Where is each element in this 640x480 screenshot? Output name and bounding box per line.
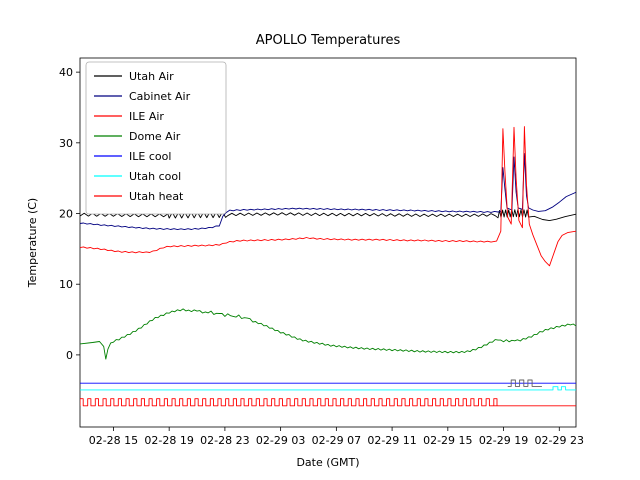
legend-item-ile-air: ILE Air bbox=[94, 110, 164, 123]
legend-item-utah-cool: Utah cool bbox=[94, 170, 181, 183]
x-tick-label: 02-29 03 bbox=[256, 434, 305, 447]
series-utah-air bbox=[80, 209, 576, 222]
series-status-steps bbox=[507, 379, 542, 387]
chart-title: APOLLO Temperatures bbox=[256, 33, 401, 48]
y-tick-label: 0 bbox=[66, 349, 73, 362]
legend-label-utah-heat: Utah heat bbox=[129, 190, 184, 203]
y-tick-label: 10 bbox=[59, 278, 73, 291]
x-tick-label: 02-28 23 bbox=[200, 434, 249, 447]
legend-label-utah-air: Utah Air bbox=[129, 70, 174, 83]
legend-item-cabinet-air: Cabinet Air bbox=[94, 90, 191, 103]
x-tick-label: 02-28 19 bbox=[144, 434, 193, 447]
legend-label-utah-cool: Utah cool bbox=[129, 170, 181, 183]
x-axis-label: Date (GMT) bbox=[296, 456, 359, 469]
series-dome-air bbox=[80, 308, 576, 360]
legend-label-dome-air: Dome Air bbox=[129, 130, 181, 143]
legend-label-ile-air: ILE Air bbox=[129, 110, 164, 123]
series-utah-cool bbox=[80, 386, 576, 391]
legend-item-utah-air: Utah Air bbox=[94, 70, 174, 83]
x-tick-label: 02-29 07 bbox=[312, 434, 361, 447]
legend-item-dome-air: Dome Air bbox=[94, 130, 181, 143]
legend-label-cabinet-air: Cabinet Air bbox=[129, 90, 191, 103]
series-utah-heat bbox=[80, 398, 576, 407]
series-cabinet-air bbox=[80, 152, 576, 231]
x-tick-label: 02-29 23 bbox=[535, 434, 584, 447]
x-tick-label: 02-29 15 bbox=[423, 434, 472, 447]
x-tick-label: 02-29 19 bbox=[479, 434, 528, 447]
y-tick-label: 20 bbox=[59, 208, 73, 221]
y-tick-label: 40 bbox=[59, 66, 73, 79]
legend: Utah Air Cabinet Air ILE Air Dome Air ILE co… bbox=[85, 61, 227, 215]
x-tick-label: 02-28 15 bbox=[89, 434, 138, 447]
y-tick-label: 30 bbox=[59, 137, 73, 150]
x-tick-label: 02-29 11 bbox=[367, 434, 416, 447]
legend-item-utah-heat: Utah heat bbox=[94, 190, 184, 203]
y-axis-label: Temperature (C) bbox=[26, 198, 39, 288]
legend-item-ile-cool: ILE cool bbox=[94, 150, 171, 163]
series-ile-air bbox=[80, 126, 576, 267]
axes-frame bbox=[79, 57, 577, 428]
legend-label-ile-cool: ILE cool bbox=[129, 150, 171, 163]
